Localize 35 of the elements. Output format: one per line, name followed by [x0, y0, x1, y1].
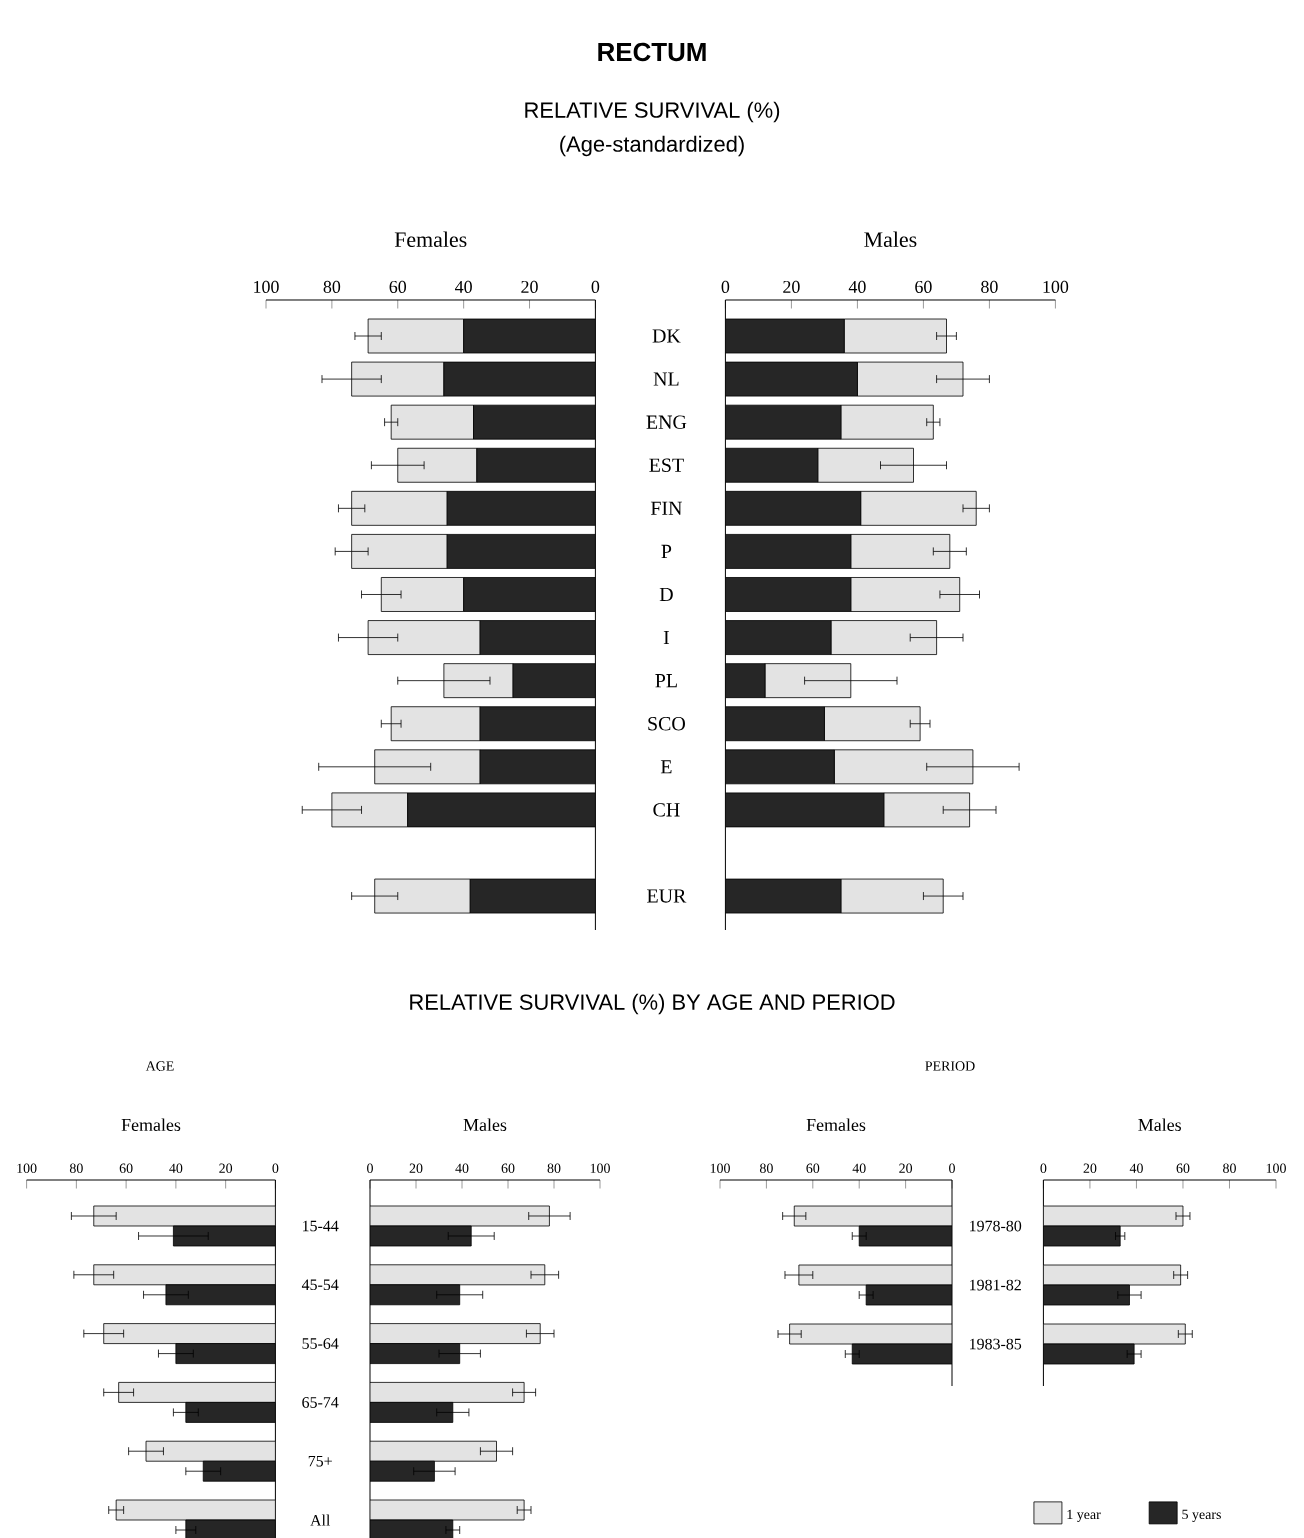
y-tick-label: FIN — [650, 501, 683, 515]
chart-title: Females — [121, 1118, 181, 1132]
x-tick-label: 100 — [1043, 280, 1069, 293]
chart-title: Females — [806, 1118, 866, 1132]
y-tick-label: EUR — [647, 889, 687, 903]
y-tick-label: DK — [652, 329, 681, 343]
x-tick-label: 60 — [389, 280, 407, 293]
x-tick-label: 0 — [721, 280, 730, 293]
x-tick-label: 40 — [455, 280, 472, 293]
y-tick-label: NL — [653, 372, 679, 386]
x-tick-label: 80 — [323, 280, 341, 293]
text: (Age-standardized) — [560, 135, 744, 157]
x-tick-label: 80 — [981, 280, 998, 293]
y-tick-label: SCO — [648, 717, 685, 731]
text: RECTUM — [598, 42, 706, 62]
chart-title: Males — [463, 1118, 507, 1132]
x-tick-label: 0 — [591, 280, 600, 293]
y-tick-label: EST — [649, 458, 684, 472]
y-tick-label: E — [660, 760, 672, 774]
x-tick-label: 100 — [254, 280, 279, 293]
text: RELATIVE SURVIVAL (%) BY AGE AND PERIOD — [410, 993, 895, 1015]
chart-title: Males — [864, 231, 917, 247]
y-tick-label: PL — [655, 674, 677, 688]
y-tick-label: P — [661, 544, 672, 558]
x-tick-label: 40 — [848, 280, 866, 293]
x-tick-label: 20 — [783, 280, 800, 293]
x-tick-label: 20 — [521, 280, 538, 293]
y-tick-label: D — [659, 587, 673, 602]
x-tick-label: 60 — [915, 280, 932, 293]
y-tick-label: CH — [653, 803, 680, 817]
chart-title: Males — [1138, 1118, 1181, 1132]
y-tick-label: I — [663, 631, 670, 645]
y-tick-label: ENG — [646, 415, 687, 429]
text: RELATIVE SURVIVAL (%) — [525, 101, 780, 123]
chart-title: Females — [394, 231, 467, 247]
